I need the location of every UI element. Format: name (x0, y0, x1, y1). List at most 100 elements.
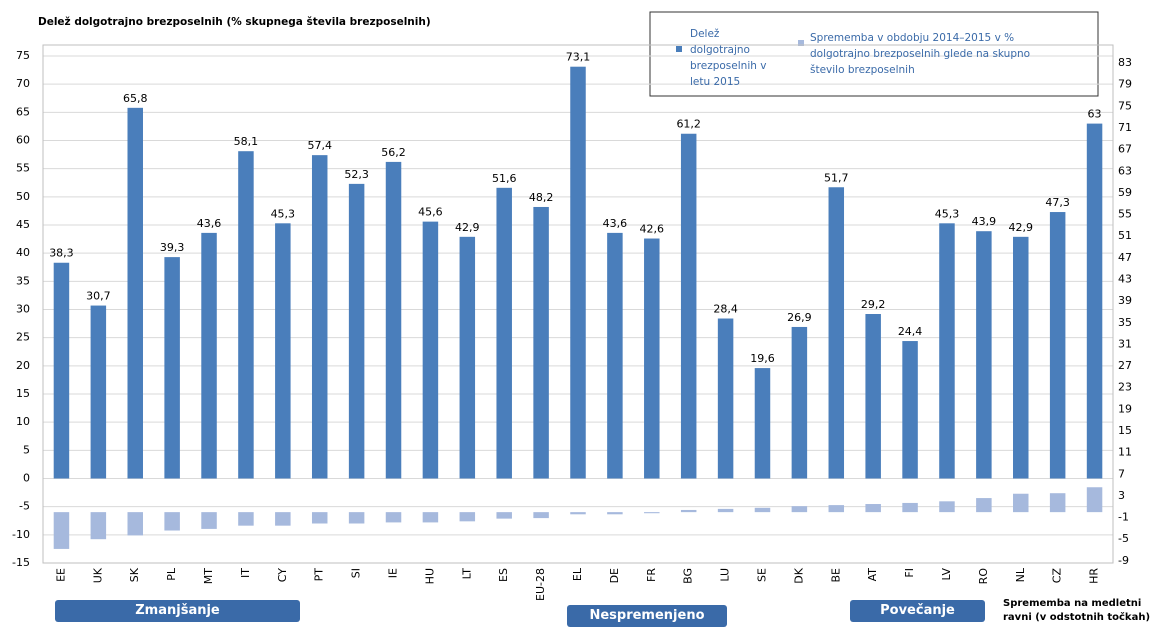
bar (385, 512, 402, 523)
bar (422, 512, 439, 523)
x-tick-label: DK (792, 567, 805, 583)
bar (828, 187, 845, 479)
bar (1049, 493, 1066, 513)
x-tick-label: EE (54, 568, 67, 582)
y2-tick-label: 11 (1118, 446, 1132, 459)
bar (275, 223, 291, 479)
data-label: 30,7 (86, 290, 111, 303)
bar (939, 501, 955, 513)
bar (127, 107, 143, 479)
data-label: 65,8 (123, 92, 148, 105)
data-label: 45,3 (935, 207, 960, 220)
x-tick-label: NL (1014, 567, 1027, 582)
bar (902, 502, 918, 513)
y2-tick-label: 3 (1118, 489, 1125, 502)
bar (570, 66, 586, 479)
y2-tick-label: -5 (1118, 532, 1129, 545)
data-label: 73,1 (566, 51, 591, 64)
x-tick-label: IT (239, 568, 252, 578)
bar (1086, 487, 1103, 513)
y2-tick-label: -1 (1118, 511, 1129, 524)
y-tick-label: 70 (16, 77, 30, 90)
x-tick-label: BE (829, 568, 842, 583)
y-tick-label: 60 (16, 134, 30, 147)
bar (53, 512, 70, 549)
y2-axis-label: Sprememba na medletni ravni (v odstotnih… (1003, 598, 1151, 623)
x-tick-label: SI (350, 568, 363, 578)
bar (385, 161, 402, 479)
bar (828, 505, 845, 513)
legend-box (649, 11, 1099, 97)
data-label: 42,9 (1009, 221, 1034, 234)
bar (201, 512, 217, 529)
group-label: Nespremenjeno (567, 605, 727, 627)
bar (459, 236, 476, 479)
bar (1049, 212, 1066, 479)
bar (754, 507, 771, 513)
y2-tick-label: 7 (1118, 467, 1125, 480)
x-tick-label: SE (755, 568, 768, 582)
bar (311, 512, 328, 524)
x-tick-label: FR (645, 568, 658, 582)
bar (90, 512, 107, 540)
x-tick-label: DE (608, 568, 621, 583)
bar (348, 512, 365, 524)
data-label: 19,6 (750, 352, 775, 365)
x-tick-label: ES (497, 568, 510, 582)
y2-tick-label: 27 (1118, 359, 1132, 372)
bar (53, 262, 70, 479)
bar (607, 512, 623, 515)
bar (717, 318, 734, 479)
bar (717, 508, 734, 513)
group-label: Povečanje (850, 600, 985, 622)
x-tick-label: IE (387, 568, 400, 578)
data-label: 61,2 (676, 118, 701, 131)
x-tick-label: SK (128, 567, 141, 582)
bar (90, 305, 107, 479)
data-label: 26,9 (787, 311, 812, 324)
bar (644, 512, 660, 514)
bar (422, 221, 439, 479)
data-label: 47,3 (1045, 196, 1070, 209)
y2-tick-label: 39 (1118, 294, 1132, 307)
data-label: 43,6 (197, 217, 222, 230)
chart-title: Delež dolgotrajno brezposelnih (% skupne… (38, 16, 431, 28)
x-tick-label: CY (276, 568, 289, 582)
legend-label: Sprememba v obdobju 2014–2015 v % dolgot… (810, 32, 1031, 76)
bar (496, 512, 512, 519)
data-label: 57,4 (307, 139, 332, 152)
bar (238, 512, 254, 526)
bar (902, 341, 918, 479)
bar (791, 326, 808, 479)
data-label: 28,4 (713, 303, 738, 316)
bar (644, 238, 660, 479)
x-tick-label: EU-28 (534, 568, 547, 601)
y2-tick-label: 79 (1118, 78, 1132, 91)
y-tick-label: 0 (23, 472, 30, 485)
y2-tick-label: 35 (1118, 316, 1132, 329)
data-label: 42,6 (640, 223, 665, 236)
legend-label: Delež dolgotrajno brezposelnih v letu 20… (690, 28, 767, 88)
legend-swatch (798, 40, 804, 46)
data-label: 48,2 (529, 191, 554, 204)
bar (607, 232, 623, 479)
bar (680, 133, 697, 479)
y-tick-label: 75 (16, 49, 30, 62)
bar (865, 504, 881, 513)
bar (939, 223, 955, 479)
y-tick-label: 45 (16, 218, 30, 231)
x-tick-label: LT (460, 568, 473, 580)
y-tick-label: -10 (12, 528, 30, 541)
data-label: 51,7 (824, 171, 849, 184)
y-tick-label: 65 (16, 105, 30, 118)
data-label: 45,6 (418, 206, 443, 219)
y2-tick-label: 71 (1118, 121, 1132, 134)
y2-tick-label: -9 (1118, 554, 1129, 567)
y2-tick-label: 51 (1118, 229, 1132, 242)
y2-tick-label: 83 (1118, 56, 1132, 69)
y2-tick-label: 59 (1118, 186, 1132, 199)
bar (164, 257, 180, 479)
x-tick-label: CZ (1051, 568, 1064, 584)
bar (348, 183, 365, 479)
